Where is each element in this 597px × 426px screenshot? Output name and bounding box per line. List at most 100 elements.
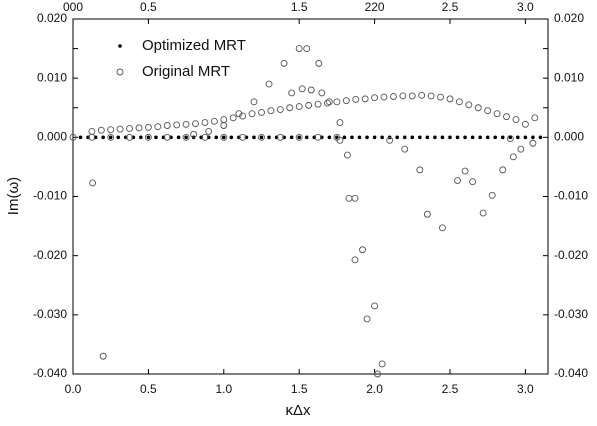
data-point (336, 119, 344, 126)
data-point (474, 104, 482, 112)
data-point (314, 100, 322, 108)
y2-tick-label: -0.010 (554, 189, 588, 203)
data-point (182, 133, 190, 141)
data-point (506, 135, 514, 142)
data-point (363, 315, 371, 323)
data-point (478, 135, 482, 140)
y-tick-label: -0.020 (33, 248, 67, 262)
data-point (201, 119, 209, 126)
data-point (295, 45, 303, 53)
y-tick-label: -0.030 (33, 307, 67, 321)
data-point (220, 116, 228, 124)
data-point (135, 124, 143, 132)
data-point (427, 92, 435, 100)
data-point (529, 139, 537, 147)
y2-tick-label: -0.020 (554, 248, 588, 262)
x2-tick-label: 0.5 (140, 0, 157, 14)
data-point (69, 133, 77, 141)
data-point (267, 107, 275, 115)
legend-label: Original MRT (142, 63, 230, 80)
data-point (220, 122, 228, 129)
data-point (408, 92, 416, 100)
data-point (276, 106, 284, 113)
data-point (126, 125, 133, 132)
data-point (333, 133, 341, 141)
x-tick-label: 2.0 (366, 382, 383, 396)
data-point (108, 135, 113, 140)
data-point (314, 133, 322, 141)
data-point (488, 191, 496, 199)
data-point (531, 114, 539, 122)
x-tick-label: 3.0 (517, 382, 534, 396)
data-point (267, 135, 271, 140)
data-point (280, 59, 288, 67)
data-point (418, 91, 426, 99)
data-point (509, 153, 517, 161)
data-point (144, 123, 152, 131)
data-point (416, 166, 424, 174)
data-point (493, 135, 498, 140)
data-point (517, 145, 525, 153)
data-point (372, 135, 377, 140)
data-point (107, 126, 115, 134)
data-point (220, 133, 228, 141)
data-point (139, 135, 143, 140)
x2-tick-label: 3.0 (517, 0, 534, 14)
data-point (89, 179, 97, 187)
x-tick-label: 0.5 (140, 382, 157, 396)
data-point (402, 135, 407, 140)
data-point (259, 135, 264, 140)
x-tick-label: 1.0 (215, 382, 232, 396)
data-point (327, 135, 332, 140)
data-point (265, 80, 273, 88)
y-tick-label: 0.020 (37, 11, 67, 25)
data-point (365, 135, 369, 140)
data-point (146, 135, 151, 140)
data-point (173, 121, 181, 129)
data-point (440, 135, 445, 140)
data-point (154, 123, 162, 131)
data-point (479, 209, 487, 217)
data-point (380, 135, 384, 140)
data-point (235, 110, 243, 118)
data-point (380, 93, 388, 101)
data-point (97, 126, 105, 134)
y-tick-label: 0.010 (37, 70, 67, 84)
data-point (205, 127, 213, 135)
data-point (361, 95, 369, 103)
data-point (214, 135, 219, 140)
data-point (351, 256, 359, 264)
data-point (461, 167, 469, 175)
data-point (521, 120, 529, 128)
data-point (493, 110, 501, 118)
data-point (289, 135, 294, 140)
data-point (342, 97, 350, 105)
data-point (352, 96, 360, 103)
data-point (389, 93, 397, 100)
data-point (500, 135, 505, 140)
y2-tick-label: -0.040 (554, 366, 588, 380)
data-point (374, 370, 382, 378)
data-point (182, 120, 190, 128)
data-point (378, 360, 386, 368)
data-point (248, 110, 256, 118)
x2-tick-label: 000 (63, 0, 83, 14)
data-point (116, 135, 121, 140)
data-point (448, 135, 452, 140)
data-point (469, 178, 477, 186)
data-point (371, 302, 379, 310)
data-point (418, 135, 422, 140)
data-point (258, 133, 265, 141)
y-axis-label: Im(ω) (5, 177, 22, 215)
data-point (437, 93, 445, 101)
y-tick-label: -0.040 (33, 366, 67, 380)
y2-tick-label: 0.020 (554, 11, 584, 25)
data-point (371, 94, 379, 102)
data-point (107, 133, 115, 141)
data-point (307, 86, 315, 94)
data-point (163, 122, 171, 129)
x-axis-label: κΔx (285, 402, 311, 419)
y2-tick-label: 0.010 (554, 70, 584, 84)
data-point (395, 135, 400, 140)
data-point (401, 145, 409, 153)
